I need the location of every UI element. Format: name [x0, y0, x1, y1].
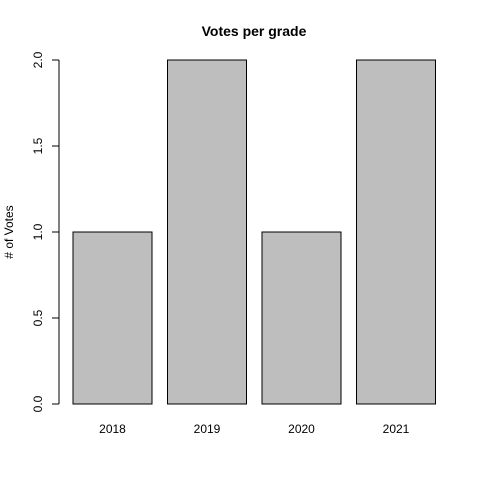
x-tick-label-2020: 2020	[288, 422, 315, 436]
chart-title: Votes per grade	[202, 23, 307, 39]
y-axis: 0.0 0.5 1.0 1.5 2.0	[31, 51, 60, 412]
x-tick-label-2021: 2021	[383, 422, 410, 436]
bar-2020	[261, 231, 342, 405]
y-tick-label-0.5: 0.5	[31, 309, 45, 326]
y-tick-label-1.5: 1.5	[31, 137, 45, 154]
y-tick-label-2.0: 2.0	[31, 51, 45, 68]
bars-layer	[72, 59, 436, 405]
x-axis-labels: 2018 2019 2020 2021	[99, 422, 410, 436]
bar-2018	[72, 231, 153, 405]
y-tick-label-1.0: 1.0	[31, 223, 45, 240]
x-tick-label-2019: 2019	[194, 422, 221, 436]
bar-2021	[356, 59, 436, 405]
x-tick-label-2018: 2018	[99, 422, 126, 436]
y-axis-label: # of Votes	[2, 205, 16, 258]
y-tick-label-0.0: 0.0	[31, 395, 45, 412]
bar-2019	[167, 59, 247, 405]
